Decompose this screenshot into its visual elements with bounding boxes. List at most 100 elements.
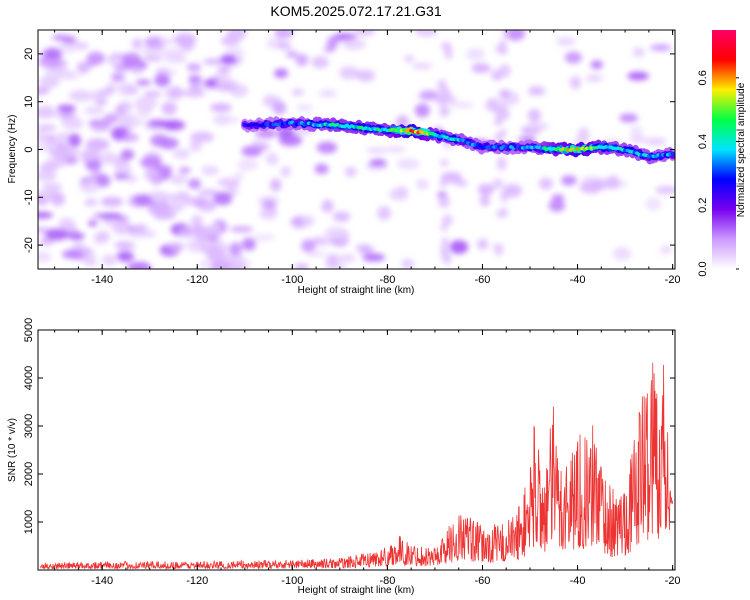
spectrogram-noise-cell xyxy=(440,171,463,184)
snr-ytick-label: 1000 xyxy=(23,510,35,534)
spectrogram-noise-cell xyxy=(147,119,171,128)
spectrogram-noise-cell xyxy=(170,174,188,185)
spectrogram-noise-cell xyxy=(338,253,356,262)
spectrogram-noise-cell xyxy=(465,47,486,61)
colorbar-tick-label: 0.6 xyxy=(697,70,709,85)
spectrogram-noise-cell xyxy=(115,104,126,116)
snr-xlabel: Height of straight line (km) xyxy=(298,585,415,596)
spectrogram-noise-cell xyxy=(95,174,111,188)
spectrogram-noise-layer xyxy=(38,30,675,269)
spectrogram-noise-cell xyxy=(479,194,491,207)
spectrogram-noise-cell xyxy=(159,38,176,45)
spectrogram-noise-cell xyxy=(86,51,106,65)
spectrogram-noise-cell xyxy=(237,159,259,171)
spectrogram-noise-cell xyxy=(412,62,433,70)
spectrogram-noise-cell xyxy=(440,245,449,259)
spectrogram-noise-cell xyxy=(498,64,511,78)
spectrogram-noise-cell xyxy=(312,236,325,245)
spectrogram-noise-cell xyxy=(150,134,169,147)
spectrogram-noise-cell xyxy=(403,55,415,62)
spectrogram-noise-cell xyxy=(385,145,406,154)
spectrogram-noise-cell xyxy=(418,90,440,101)
spectrogram-noise-cell xyxy=(528,86,544,96)
spectrogram-noise-cell xyxy=(150,176,163,185)
spectrogram-noise-cell xyxy=(84,198,98,206)
spectrogram-noise-cell xyxy=(140,155,163,169)
spectrogram-noise-cell xyxy=(168,242,185,252)
spectrogram-noise-cell xyxy=(612,246,632,261)
spectrogram-noise-cell xyxy=(109,58,124,66)
spectrogram-noise-cell xyxy=(440,42,452,50)
spectrogram-noise-cell xyxy=(449,240,469,255)
spectrogram-noise-cell xyxy=(173,148,191,159)
spectrogram-noise-cell xyxy=(415,178,429,190)
spectrogram-noise-cell xyxy=(272,101,287,115)
spectrogram-noise-cell xyxy=(43,47,63,60)
spectrogram-noise-cell xyxy=(344,167,357,177)
spectrogram-noise-cell xyxy=(110,126,127,139)
spectrogram-noise-cell xyxy=(199,260,210,268)
spectrogram-noise-cell xyxy=(259,208,278,220)
snr-axes: -140 -120 -100 -80 -60 -40 -20 1000 2000 3000 4000… xyxy=(23,318,681,587)
spectrogram-noise-cell xyxy=(132,119,144,127)
spectrogram-noise-cell xyxy=(325,253,340,268)
spectrogram-noise-cell xyxy=(499,39,507,48)
spectrogram-noise-cell xyxy=(492,178,504,189)
spectrogram-noise-cell xyxy=(316,141,338,154)
spectrogram-noise-cell xyxy=(241,237,257,251)
spectrogram-noise-cell xyxy=(606,175,620,190)
spectrogram-noise-cell xyxy=(551,194,565,201)
spectrogram-xtick-label: -40 xyxy=(570,274,586,286)
spectrogram-noise-cell xyxy=(112,220,132,235)
spectrogram-noise-cell xyxy=(632,46,645,58)
spectrogram-noise-cell xyxy=(332,211,351,222)
spectrogram-noise-cell xyxy=(79,180,101,194)
spectrogram-noise-cell xyxy=(414,30,438,37)
spectrogram-noise-cell xyxy=(629,125,643,137)
spectrogram-noise-cell xyxy=(233,172,245,180)
snr-xtick-label: -120 xyxy=(186,575,208,587)
spectrogram-noise-cell xyxy=(194,227,217,242)
colorbar-label: Normalized spectral amplitude xyxy=(736,82,747,217)
spectrogram-ylabel: Frequency (Hz) xyxy=(7,115,18,184)
snr-frame xyxy=(37,329,676,571)
spectrogram-noise-cell xyxy=(564,51,582,64)
spectrogram-noise-cell xyxy=(131,38,143,50)
spectrogram-noise-cell xyxy=(496,248,503,257)
snr-ylabel: SNR (10 * v/v) xyxy=(7,418,18,482)
spectrogram-xtick-label: -120 xyxy=(186,274,208,286)
spectrogram-noise-cell xyxy=(56,104,77,113)
spectrogram-noise-cell xyxy=(127,261,152,269)
snr-series-line xyxy=(40,362,674,570)
spectrogram-noise-cell xyxy=(401,259,415,269)
spectrogram-noise-cell xyxy=(44,157,68,168)
spectrogram-ytick-label: 0 xyxy=(23,146,35,152)
spectrogram-noise-cell xyxy=(362,253,386,262)
spectrogram-noise-cell xyxy=(655,185,675,195)
spectrogram-noise-cell xyxy=(161,101,177,116)
spectrogram-noise-cell xyxy=(142,55,163,62)
spectrogram-noise-cell xyxy=(124,175,138,183)
spectrogram-noise-cell xyxy=(68,232,85,241)
spectrogram-noise-cell xyxy=(56,147,80,158)
spectrogram-noise-cell xyxy=(254,128,278,139)
spectrogram-noise-cell xyxy=(477,183,495,195)
snr-xtick-label: -20 xyxy=(665,575,681,587)
spectrogram-noise-cell xyxy=(63,117,84,130)
spectrogram-xtick-label: -80 xyxy=(379,274,395,286)
spectrogram-noise-cell xyxy=(68,89,92,102)
spectrogram-noise-cell xyxy=(579,180,603,194)
spectrogram-noise-cell xyxy=(111,72,125,83)
spectrogram-noise-cell xyxy=(366,147,388,154)
spectrogram-noise-cell xyxy=(80,148,101,162)
spectrogram-noise-cell xyxy=(437,79,447,92)
spectrogram-noise-cell xyxy=(183,88,206,98)
spectrogram-noise-cell xyxy=(172,199,185,209)
spectrogram-noise-cell xyxy=(190,215,203,228)
spectrogram-noise-cell xyxy=(178,166,191,174)
spectrogram-noise-cell xyxy=(38,251,52,263)
spectrogram-noise-cell xyxy=(55,112,78,119)
spectrogram-noise-cell xyxy=(213,113,232,126)
spectrogram-noise-cell xyxy=(294,263,309,269)
